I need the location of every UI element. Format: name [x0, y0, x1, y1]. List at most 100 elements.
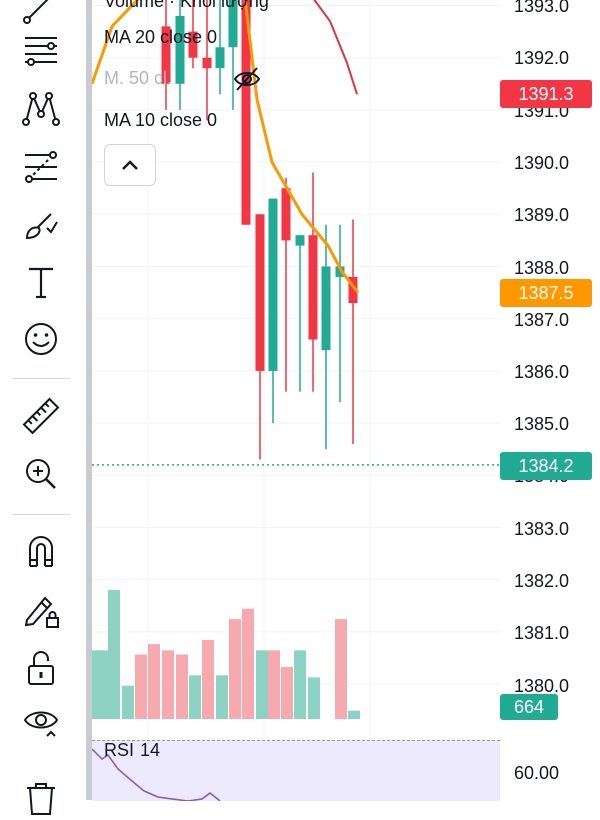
price-tick: 1393.0 — [514, 0, 570, 16]
rsi-pane[interactable] — [91, 740, 500, 802]
candle-body — [161, 26, 171, 84]
volume-bar — [281, 667, 293, 719]
price-tick: 1385.0 — [514, 414, 570, 434]
price-axis[interactable]: 1393.0 1392.0 1391.0 1390.0 1389.0 1388.… — [500, 0, 600, 800]
brush-icon[interactable] — [16, 202, 66, 246]
candle — [348, 219, 358, 444]
candle-body — [215, 47, 225, 69]
candle — [202, 0, 212, 121]
toolbar-divider — [12, 514, 70, 515]
price-tick: 1383.0 — [514, 519, 570, 539]
candle-body — [175, 15, 185, 84]
volume-tag: 664 — [500, 694, 558, 720]
candle-body — [295, 235, 305, 246]
trash-icon[interactable] — [16, 776, 66, 820]
volume-bar — [242, 608, 254, 719]
candle-body — [255, 214, 265, 371]
last-price-tag: 1384.2 — [500, 452, 592, 480]
rsi-period: 14 — [140, 740, 161, 760]
lock-drawings-icon[interactable] — [16, 588, 66, 632]
ruler-icon[interactable] — [16, 394, 66, 438]
candle — [175, 0, 185, 110]
volume-bar — [308, 677, 320, 719]
volume-bar — [148, 644, 160, 719]
candle-body — [188, 31, 198, 58]
candle — [308, 172, 318, 392]
rsi-tick: 60.00 — [514, 763, 560, 783]
rsi-path — [91, 748, 221, 802]
candle-body — [335, 266, 345, 277]
volume-bar — [229, 619, 241, 719]
volume-bar — [176, 654, 188, 719]
candle-body — [241, 0, 251, 225]
price-tick: 1389.0 — [514, 205, 570, 225]
candle — [321, 224, 331, 450]
emoji-icon[interactable] — [16, 317, 66, 361]
volume-bar — [348, 710, 360, 719]
trend-line-icon[interactable] — [16, 0, 66, 28]
rsi-line — [91, 748, 221, 802]
ma-orange-price-tag: 1387.5 — [500, 279, 592, 307]
candle — [215, 0, 225, 95]
volume-bar — [135, 654, 147, 719]
price-tick: 1387.0 — [514, 310, 570, 330]
chevron-up-icon — [122, 160, 138, 170]
chart-pane[interactable] — [92, 0, 500, 800]
price-tick: 1382.0 — [514, 571, 570, 591]
drawing-toolbar — [0, 0, 82, 815]
grid — [92, 0, 500, 740]
text-icon[interactable] — [16, 260, 66, 304]
toolbar-scroll-edge — [86, 0, 92, 800]
horizontal-lines-icon[interactable] — [16, 28, 66, 72]
ma-orange-line — [92, 0, 360, 294]
candle — [268, 198, 278, 424]
volume-bar — [256, 650, 268, 719]
ma-red-price-tag: 1391.3 — [500, 80, 592, 108]
magnet-icon[interactable] — [16, 530, 66, 574]
zoom-in-icon[interactable] — [16, 452, 66, 496]
volume-bar — [268, 650, 280, 719]
volume-bar — [189, 675, 201, 719]
ma-red-line — [313, 0, 358, 95]
price-chart[interactable] — [92, 0, 500, 740]
volume-bar — [202, 639, 214, 719]
volume-legend[interactable]: Volume · Khối lượng — [104, 0, 269, 11]
eye-off-icon[interactable] — [232, 64, 262, 94]
candle — [281, 177, 291, 392]
price-tick: 1390.0 — [514, 153, 570, 173]
ma20-legend[interactable]: MA 20 close 0 — [104, 27, 218, 47]
candles — [161, 0, 358, 460]
price-tick: 1392.0 — [514, 48, 570, 68]
candle — [241, 0, 251, 225]
candle-body — [268, 198, 278, 371]
candle-body — [308, 235, 318, 340]
candle-body — [228, 0, 238, 48]
volume-bar — [294, 650, 306, 719]
volume-bar — [216, 675, 228, 719]
volume-bar — [108, 590, 120, 719]
toolbar-divider — [12, 378, 70, 379]
fib-retracement-icon[interactable] — [16, 145, 66, 189]
price-tick: 1380.0 — [514, 676, 570, 696]
price-tick: 1381.0 — [514, 623, 570, 643]
volume-bar — [92, 650, 102, 719]
candle — [228, 0, 238, 110]
ma50-legend[interactable]: M. 50 cl. — [104, 68, 173, 88]
volume-bar — [162, 650, 174, 719]
unlock-icon[interactable] — [16, 646, 66, 690]
ma10-legend[interactable]: MA 10 close 0 — [104, 110, 218, 130]
rsi-label: RSI — [104, 740, 135, 760]
candle — [335, 224, 345, 403]
collapse-legend-button[interactable] — [104, 144, 156, 186]
candle-body — [202, 57, 212, 69]
eye-icon[interactable] — [16, 700, 66, 744]
candle-body — [321, 266, 331, 351]
volume-bars — [92, 590, 360, 719]
candle — [188, 0, 198, 69]
candle — [295, 235, 305, 392]
price-tick: 1388.0 — [514, 258, 570, 278]
volume-bar — [335, 619, 347, 719]
candle — [161, 0, 171, 110]
rsi-legend[interactable]: RSI 14 — [104, 740, 160, 761]
pattern-icon[interactable] — [16, 86, 66, 130]
